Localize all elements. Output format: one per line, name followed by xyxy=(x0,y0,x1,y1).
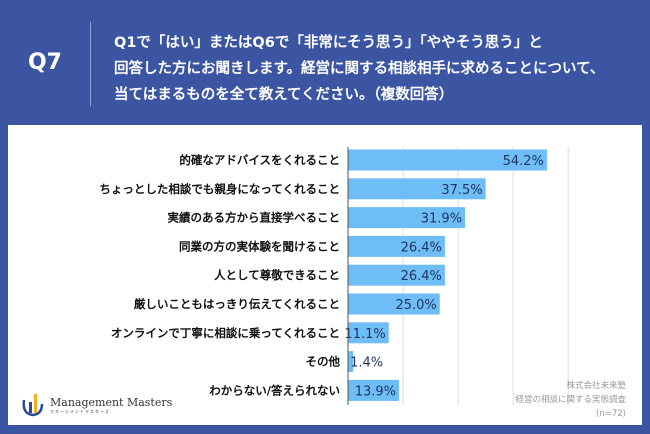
category-label: 的確なアドバイスをくれること xyxy=(179,153,340,167)
source-survey: 経営の相談に関する実態調査 xyxy=(515,395,626,405)
chart-card xyxy=(8,125,642,425)
bar xyxy=(348,379,400,401)
data-label: 13.9% xyxy=(355,384,396,399)
source-company: 株式会社未来塾 xyxy=(566,381,626,391)
logo-icon xyxy=(22,394,44,417)
question-line: 当てはまるものを全て教えてください。（複数回答） xyxy=(114,87,454,103)
data-label: 25.0% xyxy=(395,298,436,313)
category-label: 厳しいこともはっきり伝えてくれること xyxy=(134,297,340,311)
bar xyxy=(348,264,445,286)
category-label: その他 xyxy=(306,355,341,369)
sample-size: (n=72) xyxy=(596,409,626,419)
data-label: 31.9% xyxy=(421,212,462,227)
data-label: 26.4% xyxy=(401,269,442,284)
bar xyxy=(348,207,466,229)
question-number: Q7 xyxy=(27,50,62,75)
category-label: わからない/答えられない xyxy=(209,383,340,397)
source-note: 株式会社未来塾 経営の相談に関する実態調査 (n=72) xyxy=(515,379,626,421)
data-label: 26.4% xyxy=(401,240,442,255)
data-label: 37.5% xyxy=(441,183,482,198)
data-label: 11.1% xyxy=(344,327,385,342)
category-label: 人として尊敬できること xyxy=(214,268,340,282)
data-label: 54.2% xyxy=(503,154,544,169)
divider xyxy=(90,22,91,106)
category-label: 実績のある方から直接学べること xyxy=(168,211,341,225)
bar xyxy=(348,351,354,373)
category-label: オンラインで丁寧に相談に乗ってくれること xyxy=(111,326,340,340)
question-text: Q1で「はい」またはQ6で「非常にそう思う」「ややそう思う」と 回答した方にお聞… xyxy=(114,30,604,108)
question-line: 回答した方にお聞きします。経営に関する相談相手に求めることについて、 xyxy=(114,61,605,77)
bar xyxy=(348,149,547,171)
bar xyxy=(348,178,486,200)
category-label: ちょっとした相談でも親身になってくれること xyxy=(99,182,340,196)
category-label: 同業の方の実体験を聞けること xyxy=(179,239,340,253)
bar xyxy=(348,322,389,344)
bar xyxy=(348,293,440,315)
bar xyxy=(348,235,445,257)
question-line: Q1で「はい」またはQ6で「非常にそう思う」「ややそう思う」と xyxy=(114,35,543,51)
logo-sub: マネージメントマスターズ xyxy=(50,408,110,414)
data-label: 1.4% xyxy=(350,356,383,371)
logo: Management Masters マネージメントマスターズ xyxy=(20,392,172,418)
logo-name: Management Masters xyxy=(50,395,173,409)
